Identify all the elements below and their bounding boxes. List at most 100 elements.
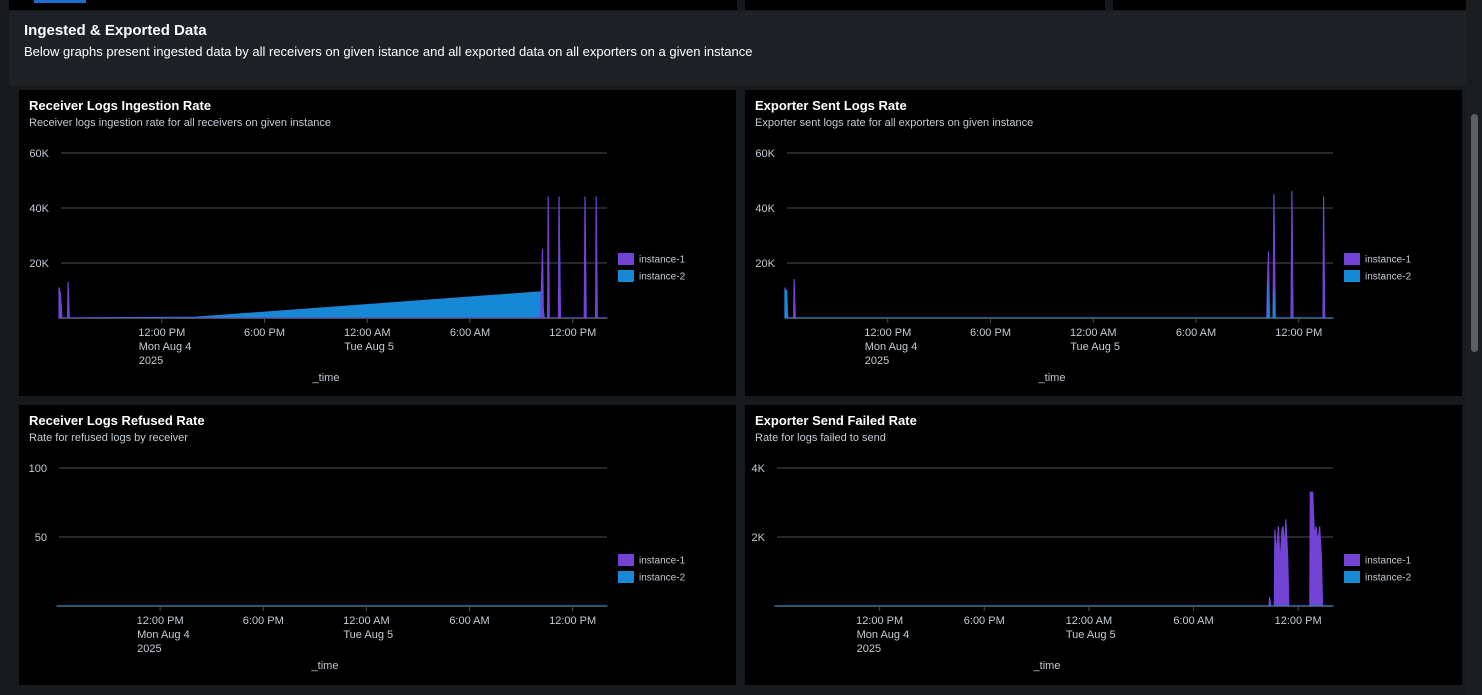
legend-label-instance-1: instance-1: [639, 255, 686, 266]
legend-swatch-instance-2: [1344, 571, 1360, 583]
panel-receiver-logs-ingestion-rate[interactable]: Receiver Logs Ingestion Rate Receiver lo…: [19, 90, 736, 396]
x-tick-label-line: 12:00 PM: [1275, 327, 1322, 339]
panel-subtitle: Rate for refused logs by receiver: [29, 432, 188, 444]
top-card-accent: [34, 0, 86, 3]
y-tick-label: 100: [29, 463, 47, 475]
x-tick-label: 6:00 PM: [970, 327, 1011, 339]
y-tick-label: 4K: [752, 463, 766, 475]
x-tick-label: 6:00 AM: [1176, 327, 1216, 339]
x-tick-label-line: 6:00 AM: [1173, 615, 1213, 627]
panel-subtitle: Rate for logs failed to send: [755, 432, 886, 444]
x-tick-label-line: Tue Aug 5: [343, 629, 393, 641]
x-tick-label: 6:00 PM: [964, 615, 1005, 627]
x-tick-label-line: Mon Aug 4: [139, 341, 192, 353]
top-strip: [0, 0, 1466, 12]
x-tick-label: 12:00 PM Mon Aug 4 2025: [137, 615, 190, 655]
x-axis-title: _time: [312, 372, 340, 384]
x-tick-label-line: 12:00 PM: [856, 615, 903, 627]
panel-exporter-sent-logs-rate[interactable]: Exporter Sent Logs Rate Exporter sent lo…: [745, 90, 1462, 396]
y-tick-label: 40K: [29, 203, 49, 215]
x-tick-label-line: 12:00 PM: [137, 615, 184, 627]
x-tick-label-line: 6:00 AM: [449, 615, 489, 627]
x-axis-title: _time: [1038, 372, 1066, 384]
scrollbar[interactable]: [1466, 0, 1482, 695]
x-tick-label: 12:00 PM Mon Aug 4 2025: [138, 327, 191, 367]
x-tick-label: 12:00 PM: [549, 615, 596, 627]
legend-swatch-instance-1: [618, 554, 634, 566]
panel-title: Receiver Logs Refused Rate: [29, 413, 205, 428]
legend-swatch-instance-1: [1344, 253, 1360, 265]
section-title: Ingested & Exported Data: [24, 22, 207, 39]
x-tick-label-line: 6:00 PM: [244, 327, 285, 339]
x-tick-label-line: Tue Aug 5: [1070, 341, 1120, 353]
y-tick-label: 2K: [752, 532, 766, 544]
panel-subtitle: Receiver logs ingestion rate for all rec…: [29, 117, 332, 129]
x-axis-title: _time: [1033, 660, 1061, 672]
x-tick-label-line: 6:00 AM: [450, 327, 490, 339]
y-tick-label: 20K: [29, 258, 49, 270]
x-tick-label: 12:00 AM Tue Aug 5: [344, 327, 394, 353]
x-tick-label-line: Tue Aug 5: [344, 341, 394, 353]
x-tick-label: 6:00 PM: [243, 615, 284, 627]
legend-label-instance-2: instance-2: [1365, 272, 1412, 283]
legend-label-instance-2: instance-2: [639, 272, 686, 283]
panel-subtitle: Exporter sent logs rate for all exporter…: [755, 117, 1034, 129]
y-tick-label: 60K: [755, 148, 775, 160]
chart-svg[interactable]: 20K 40K 60K 12:00 PM Mon Aug 4 2025 6:00 PM 12:…: [19, 90, 736, 396]
x-tick-label-line: 12:00 AM: [1066, 615, 1112, 627]
x-tick-label: 12:00 AM Tue Aug 5: [1070, 327, 1120, 353]
x-tick-label-line: 2025: [139, 355, 163, 367]
x-tick-label-line: 12:00 AM: [1070, 327, 1116, 339]
chart-svg[interactable]: 20K 40K 60K 12:00 PM Mon Aug 4 2025 6:00 PM 12:…: [745, 90, 1462, 396]
legend-label-instance-1: instance-1: [1365, 255, 1412, 266]
chart-svg[interactable]: 2K 4K 12:00 PM Mon Aug 4 2025 6:00 PM 12:00 AM…: [745, 405, 1462, 685]
x-tick-label: 12:00 PM Mon Aug 4 2025: [856, 615, 909, 655]
x-tick-label-line: Mon Aug 4: [857, 629, 910, 641]
x-tick-label: 12:00 PM: [1275, 615, 1322, 627]
legend-label-instance-2: instance-2: [1365, 573, 1412, 584]
legend-swatch-instance-1: [618, 253, 634, 265]
y-tick-label: 50: [35, 532, 47, 544]
x-tick-label-line: 6:00 PM: [243, 615, 284, 627]
x-tick-label-line: 12:00 AM: [343, 615, 389, 627]
x-tick-label-line: 12:00 PM: [549, 615, 596, 627]
panel-title: Receiver Logs Ingestion Rate: [29, 98, 212, 113]
x-tick-label-line: 12:00 PM: [549, 327, 596, 339]
y-tick-label: 20K: [755, 258, 775, 270]
x-tick-label-line: Mon Aug 4: [865, 341, 918, 353]
x-tick-label-line: 12:00 PM: [138, 327, 185, 339]
x-tick-label: 6:00 PM: [244, 327, 285, 339]
x-tick-label-line: 2025: [137, 643, 161, 655]
x-tick-label-line: 6:00 PM: [964, 615, 1005, 627]
legend-swatch-instance-2: [618, 571, 634, 583]
x-tick-label-line: Mon Aug 4: [137, 629, 190, 641]
legend-label-instance-2: instance-2: [639, 573, 686, 584]
legend-label-instance-1: instance-1: [1365, 556, 1412, 567]
x-tick-label-line: 6:00 AM: [1176, 327, 1216, 339]
y-tick-label: 40K: [755, 203, 775, 215]
legend-label-instance-1: instance-1: [639, 556, 686, 567]
scrollbar-thumb[interactable]: [1471, 114, 1478, 352]
y-tick-label: 60K: [29, 148, 49, 160]
chart-svg[interactable]: 50 100 12:00 PM Mon Aug 4 2025 6:00 PM 12:00 A…: [19, 405, 736, 685]
x-tick-label-line: 12:00 PM: [864, 327, 911, 339]
x-tick-label: 6:00 AM: [449, 615, 489, 627]
x-tick-label-line: 6:00 PM: [970, 327, 1011, 339]
panel-title: Exporter Send Failed Rate: [755, 413, 917, 428]
x-tick-label: 6:00 AM: [1173, 615, 1213, 627]
x-tick-label: 12:00 AM Tue Aug 5: [343, 615, 393, 641]
x-tick-label: 12:00 PM Mon Aug 4 2025: [864, 327, 917, 367]
x-tick-label: 6:00 AM: [450, 327, 490, 339]
legend-swatch-instance-1: [1344, 554, 1360, 566]
legend-swatch-instance-2: [1344, 270, 1360, 282]
series-area-instance-1: [774, 491, 1334, 607]
series-area-instance-2: [784, 284, 1334, 319]
x-tick-label-line: 2025: [857, 643, 881, 655]
panel-receiver-logs-refused-rate[interactable]: Receiver Logs Refused Rate Rate for refu…: [19, 405, 736, 685]
panel-exporter-send-failed-rate[interactable]: Exporter Send Failed Rate Rate for logs …: [745, 405, 1462, 685]
section-header: Ingested & Exported Data Below graphs pr…: [9, 11, 1466, 86]
panel-title: Exporter Sent Logs Rate: [755, 98, 907, 113]
section-description: Below graphs present ingested data by al…: [24, 44, 753, 59]
x-tick-label: 12:00 AM Tue Aug 5: [1066, 615, 1116, 641]
x-axis-title: _time: [311, 660, 339, 672]
